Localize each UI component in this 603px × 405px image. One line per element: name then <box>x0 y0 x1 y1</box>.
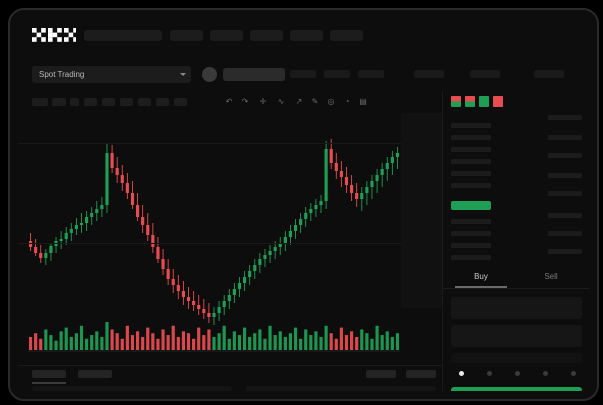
price-chart[interactable] <box>18 113 442 365</box>
brush-icon[interactable]: ✎ <box>311 97 319 106</box>
tab-buy[interactable]: Buy <box>474 272 488 281</box>
order-panel: Buy Sell <box>442 91 589 391</box>
interval-button-0[interactable] <box>32 98 48 106</box>
market-stat-1 <box>324 70 350 78</box>
tab-open-orders[interactable] <box>32 370 66 378</box>
slider-dot-4[interactable] <box>571 371 576 376</box>
tab-filter-0[interactable] <box>366 370 396 378</box>
market-stat-0 <box>290 70 316 78</box>
buy-sell-tabs: Buy Sell <box>443 268 589 289</box>
interval-button-6[interactable] <box>138 98 151 106</box>
orders-card-left <box>32 386 232 391</box>
coin-avatar <box>202 67 217 82</box>
undo-icon[interactable]: ↶ <box>225 97 233 106</box>
active-tab-underline <box>32 382 66 384</box>
candlestick-canvas <box>28 139 400 352</box>
slider-dot-0[interactable] <box>459 371 464 376</box>
tablet-device-frame: Spot Trading ↶ ↷ ✛ ∿ ↗ <box>8 8 599 401</box>
eye-icon[interactable]: ◔ <box>344 97 350 106</box>
chart-toolbar: ↶ ↷ ✛ ∿ ↗ ✎ ◎ ◔ ▤ <box>18 91 442 114</box>
redo-icon[interactable]: ↷ <box>241 97 249 106</box>
app-screen: Spot Trading ↶ ↷ ✛ ∿ ↗ <box>18 18 589 391</box>
orderbook-both-icon[interactable] <box>451 96 461 107</box>
orderbook-asks-icon[interactable] <box>493 96 503 107</box>
interval-button-4[interactable] <box>102 98 115 106</box>
interval-button-2[interactable] <box>70 98 79 106</box>
magnet-icon[interactable]: ◎ <box>327 97 335 106</box>
interval-button-5[interactable] <box>120 98 133 106</box>
orderbook-last-price <box>451 201 491 210</box>
market-stat-4 <box>470 70 500 78</box>
tab-sell[interactable]: Sell <box>544 272 558 281</box>
orders-tab-bar <box>18 365 442 391</box>
top-navigation-bar <box>18 18 589 52</box>
last-price <box>223 68 285 81</box>
nav-item-2[interactable] <box>250 30 283 41</box>
interval-button-8[interactable] <box>174 98 187 106</box>
trash-icon[interactable]: ▤ <box>359 97 367 106</box>
trading-mode-label: Spot Trading <box>39 70 85 79</box>
crosshair-icon[interactable]: ✛ <box>259 97 267 106</box>
order-total-field[interactable] <box>451 353 582 363</box>
market-stat-3 <box>414 70 444 78</box>
orderbook-bids-icon[interactable] <box>479 96 489 107</box>
order-price-field[interactable] <box>451 297 582 319</box>
buy-tab-underline <box>455 286 507 288</box>
market-stat-5 <box>534 70 564 78</box>
slider-dot-2[interactable] <box>515 371 520 376</box>
tab-order-history[interactable] <box>78 370 112 378</box>
chart-right-overlay <box>401 113 442 308</box>
nav-item-4[interactable] <box>330 30 363 41</box>
nav-item-1[interactable] <box>210 30 243 41</box>
nav-item-0[interactable] <box>170 30 203 41</box>
orders-card-right <box>246 386 436 391</box>
slider-dot-3[interactable] <box>543 371 548 376</box>
tab-filter-1[interactable] <box>406 370 436 378</box>
submit-order-button[interactable] <box>451 387 582 391</box>
market-stat-2 <box>358 70 384 78</box>
trading-pair-selector[interactable] <box>106 66 191 83</box>
interval-button-1[interactable] <box>52 98 66 106</box>
order-amount-field[interactable] <box>451 325 582 347</box>
fib-icon[interactable]: ↗ <box>295 97 303 106</box>
amount-slider[interactable] <box>443 367 589 381</box>
nav-item-3[interactable] <box>290 30 323 41</box>
okx-logo-icon[interactable] <box>32 28 76 42</box>
slider-dot-1[interactable] <box>487 371 492 376</box>
interval-button-3[interactable] <box>84 98 97 106</box>
trendline-icon[interactable]: ∿ <box>277 97 285 106</box>
orderbook-split-icon[interactable] <box>465 96 475 107</box>
search-input[interactable] <box>84 30 162 41</box>
chevron-down-icon <box>180 73 186 76</box>
orderbook-view-toggles <box>451 96 511 108</box>
interval-button-7[interactable] <box>156 98 169 106</box>
